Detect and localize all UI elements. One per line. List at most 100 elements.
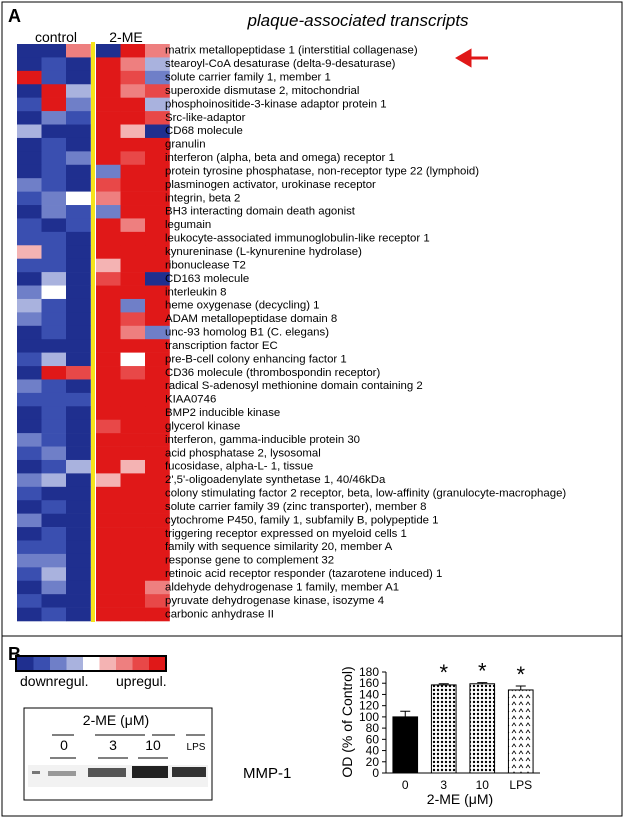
heatmap-cell — [66, 137, 91, 152]
heatmap-cell — [66, 594, 91, 608]
group-label: 2-ME — [109, 29, 142, 45]
heatmap-cell — [145, 57, 170, 72]
heatmap-cell — [145, 231, 170, 246]
heatmap-cell — [41, 84, 67, 98]
heatmap-cell — [41, 218, 67, 233]
gene-label: fucosidase, alpha-L- 1, tissue — [165, 461, 313, 473]
heatmap-cell — [41, 513, 67, 528]
heatmap-cell — [66, 191, 91, 206]
heatmap-cell — [96, 272, 121, 286]
error-bar — [438, 683, 449, 685]
heatmap-cell — [17, 473, 42, 488]
heatmap-cell — [41, 124, 67, 139]
legend-swatch — [66, 657, 83, 670]
lane-label: LPS — [187, 742, 206, 753]
heatmap-cell — [96, 151, 121, 166]
heatmap-cell — [41, 151, 67, 166]
heatmap-cell — [17, 567, 42, 582]
x-tick-label: 3 — [440, 778, 447, 792]
heatmap-cell — [120, 594, 146, 608]
heatmap-cell — [96, 205, 121, 219]
heatmap-cell — [96, 433, 121, 447]
heatmap-cell — [145, 151, 170, 166]
heatmap-cell — [145, 44, 170, 58]
heatmap-cell — [66, 513, 91, 528]
heatmap-cell — [66, 459, 91, 474]
heatmap-cell — [96, 325, 121, 340]
heatmap-cell — [41, 446, 67, 461]
heatmap-cell — [145, 607, 170, 622]
blot — [23, 707, 213, 801]
heatmap-cell — [41, 325, 67, 340]
heatmap-cell — [145, 312, 170, 327]
heatmap-cell — [145, 406, 170, 421]
y-tick-label: 20 — [366, 755, 380, 769]
heatmap-cell — [145, 205, 170, 219]
heatmap-cell — [41, 379, 67, 394]
legend-swatch — [17, 657, 34, 670]
heatmap-cell — [41, 231, 67, 246]
heatmap-cell — [96, 339, 121, 353]
heatmap-cell — [41, 97, 67, 112]
heatmap-cell — [41, 137, 67, 152]
heatmap-cell — [145, 352, 170, 367]
heatmap-cell — [17, 245, 42, 259]
heatmap-cell — [145, 70, 170, 85]
heatmap-cell — [66, 231, 91, 246]
gene-label: transcription factor EC — [165, 340, 278, 352]
gene-label: interleukin 8 — [165, 286, 226, 298]
heatmap-cell — [145, 164, 170, 179]
heatmap-cell — [145, 124, 170, 139]
gene-label: solute carrier family 1, member 1 — [165, 72, 331, 84]
heatmap-cell — [120, 379, 146, 394]
heatmap-cell — [41, 164, 67, 179]
error-bar — [400, 710, 411, 717]
heatmap-cell — [41, 57, 67, 72]
heatmap-cell — [41, 500, 67, 514]
heatmap-cell — [96, 473, 121, 488]
group-label: control — [35, 29, 77, 45]
heatmap-cell — [120, 191, 146, 206]
heatmap-cell — [96, 513, 121, 528]
heatmap-cell — [17, 231, 42, 246]
heatmap-cell — [120, 111, 146, 125]
heatmap-cell — [120, 352, 146, 367]
heatmap-cell — [17, 151, 42, 166]
heatmap-cell — [96, 245, 121, 259]
heatmap-cell — [41, 205, 67, 219]
heatmap-cell — [66, 446, 91, 461]
heatmap-cell — [96, 594, 121, 608]
legend-swatch — [83, 657, 100, 670]
bar — [469, 683, 496, 774]
heatmap-cell — [96, 366, 121, 380]
heatmap-cell — [17, 97, 42, 112]
heatmap-cell — [145, 392, 170, 407]
heatmap-cell — [96, 500, 121, 514]
heatmap-cell — [41, 486, 67, 501]
gene-label: solute carrier family 39 (zinc transport… — [165, 501, 426, 513]
heatmap-cell — [41, 392, 67, 407]
heatmap-cell — [120, 500, 146, 514]
heatmap-cell — [66, 164, 91, 179]
heatmap-cell — [120, 486, 146, 501]
heatmap-cell — [145, 540, 170, 555]
band-label: MMP-1 — [243, 765, 291, 782]
heatmap-cell — [41, 352, 67, 367]
legend-swatch — [33, 657, 50, 670]
heatmap-cell — [17, 70, 42, 85]
heatmap-cell — [145, 325, 170, 340]
heatmap-cell — [145, 379, 170, 394]
heatmap-cell — [96, 392, 121, 407]
heatmap-cell — [17, 178, 42, 192]
heatmap-cell — [96, 540, 121, 555]
gene-label: ADAM metallopeptidase domain 8 — [165, 313, 337, 325]
gene-label: unc-93 homolog B1 (C. elegans) — [165, 327, 329, 339]
heatmap-cell — [145, 339, 170, 353]
error-bar — [477, 682, 488, 684]
heatmap-cell — [41, 553, 67, 568]
y-tick-label: 80 — [366, 721, 380, 735]
heatmap-cell — [66, 607, 91, 622]
legend-swatch — [149, 657, 166, 670]
x-tick-label: LPS — [509, 778, 532, 792]
